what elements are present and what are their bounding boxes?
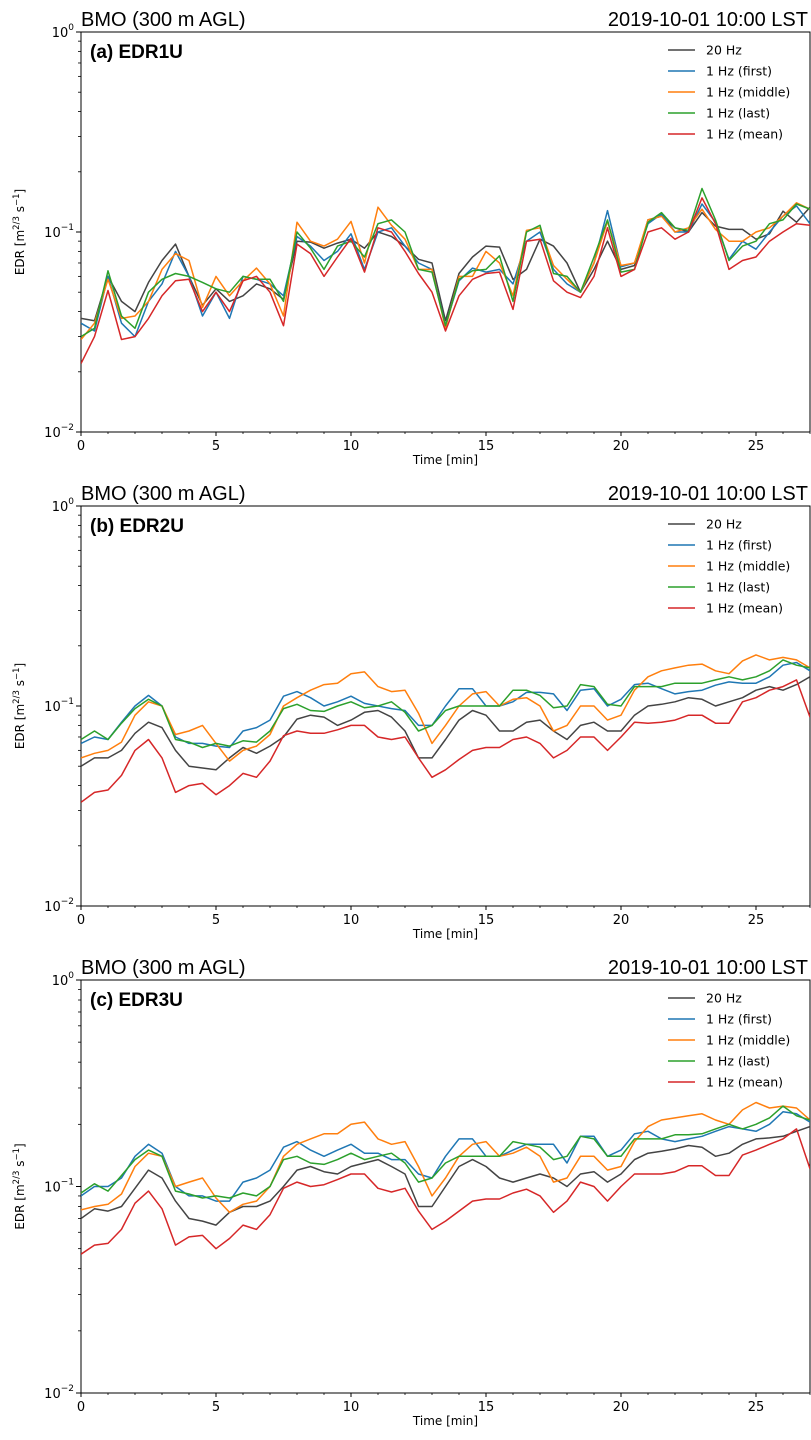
series-line — [81, 679, 810, 803]
y-axis-label: EDR [m2/3 s−1] — [12, 189, 27, 275]
plot-frame — [80, 31, 811, 433]
legend-label: 1 Hz (mean) — [706, 127, 783, 142]
x-tick-label: 20 — [613, 913, 630, 928]
x-tick-label: 20 — [613, 439, 630, 454]
legend-label: 1 Hz (mean) — [706, 1075, 783, 1090]
y-tick-label: 100 — [52, 23, 75, 41]
x-tick-label: 15 — [478, 439, 495, 454]
y-tick-label: 100 — [52, 971, 75, 989]
series-group — [81, 1101, 810, 1255]
series-line — [81, 659, 810, 749]
x-tick-label: 10 — [343, 1400, 360, 1415]
series-line — [81, 1111, 810, 1202]
x-tick-label: 15 — [478, 913, 495, 928]
x-axis-label: Time [min] — [412, 453, 478, 467]
panel-label: (c) EDR3U — [90, 990, 183, 1011]
legend: 20 Hz 1 Hz (first) 1 Hz (middle) 1 Hz (last… — [668, 991, 790, 1090]
legend: 20 Hz 1 Hz (first) 1 Hz (middle) 1 Hz (last… — [668, 517, 790, 616]
x-tick-label: 0 — [77, 913, 85, 928]
title-left: BMO (300 m AGL) — [81, 483, 246, 505]
legend-label: 1 Hz (last) — [706, 1054, 770, 1069]
x-tick-label: 15 — [478, 1400, 495, 1415]
x-axis-label: Time [min] — [412, 1414, 478, 1428]
series-line — [81, 202, 810, 340]
panel-3: 0 5 10 15 20 25 10−2 10−1 100 Time [min] EDR [m2/3… — [12, 957, 811, 1428]
legend-label: 20 Hz — [706, 517, 742, 532]
x-tick-label: 0 — [77, 439, 85, 454]
y-tick-label: 10−2 — [44, 423, 74, 441]
legend-label: 20 Hz — [706, 43, 742, 58]
y-tick-label: 100 — [52, 497, 75, 515]
y-tick-label: 10−1 — [44, 1178, 74, 1196]
y-axis-label: EDR [m2/3 s−1] — [12, 1143, 27, 1229]
series-line — [81, 676, 810, 771]
x-tick-label: 25 — [748, 913, 765, 928]
y-tick-label: 10−2 — [44, 897, 74, 915]
x-tick-label: 25 — [748, 1400, 765, 1415]
legend-label: 1 Hz (mean) — [706, 601, 783, 616]
series-line — [81, 197, 810, 364]
series-line — [81, 1125, 810, 1226]
y-tick-label: 10−1 — [44, 697, 74, 715]
series-line — [81, 654, 810, 762]
x-tick-label: 5 — [212, 1400, 220, 1415]
series-line — [81, 1128, 810, 1255]
title-right: 2019-10-01 10:00 LST — [608, 957, 808, 979]
x-tick-label: 25 — [748, 439, 765, 454]
title-right: 2019-10-01 10:00 LST — [608, 483, 808, 505]
legend-label: 1 Hz (middle) — [706, 1033, 790, 1048]
y-tick-label: 10−2 — [44, 1384, 74, 1402]
series-line — [81, 1101, 810, 1214]
x-tick-label: 10 — [343, 913, 360, 928]
legend-label: 1 Hz (first) — [706, 538, 772, 553]
x-axis-label: Time [min] — [412, 927, 478, 941]
legend-label: 1 Hz (last) — [706, 580, 770, 595]
legend-label: 1 Hz (middle) — [706, 559, 790, 574]
series-line — [81, 1105, 810, 1199]
legend-label: 1 Hz (middle) — [706, 85, 790, 100]
x-tick-label: 5 — [212, 439, 220, 454]
series-line — [81, 661, 810, 749]
series-group — [81, 187, 810, 364]
y-tick-label: 10−1 — [44, 223, 74, 241]
panel-label: (a) EDR1U — [90, 42, 183, 63]
y-axis-label: EDR [m2/3 s−1] — [12, 663, 27, 749]
series-line — [81, 203, 810, 338]
series-group — [81, 654, 810, 803]
x-tick-label: 0 — [77, 1400, 85, 1415]
legend-label: 1 Hz (first) — [706, 64, 772, 79]
x-tick-label: 10 — [343, 439, 360, 454]
legend-label: 20 Hz — [706, 991, 742, 1006]
panel-2: 0 5 10 15 20 25 10−2 10−1 100 Time [min] EDR [m2/3… — [12, 483, 811, 941]
x-tick-label: 5 — [212, 913, 220, 928]
panel-1: 0 5 10 15 20 25 10−2 10−1 100 Time [min] EDR [m2/3… — [12, 9, 811, 467]
title-left: BMO (300 m AGL) — [81, 9, 246, 31]
x-tick-label: 20 — [613, 1400, 630, 1415]
title-right: 2019-10-01 10:00 LST — [608, 9, 808, 31]
title-left: BMO (300 m AGL) — [81, 957, 246, 979]
legend-label: 1 Hz (first) — [706, 1012, 772, 1027]
legend-label: 1 Hz (last) — [706, 106, 770, 121]
panel-label: (b) EDR2U — [90, 516, 184, 537]
legend: 20 Hz 1 Hz (first) 1 Hz (middle) 1 Hz (last… — [668, 43, 790, 142]
